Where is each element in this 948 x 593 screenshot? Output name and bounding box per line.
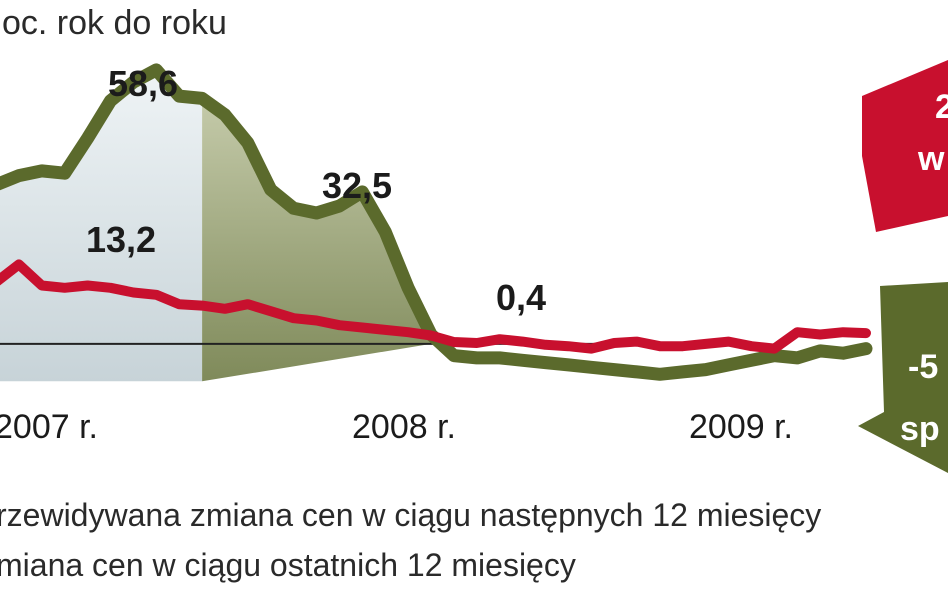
x-tick-label-2008: 2008 r.: [352, 408, 456, 446]
arrow-down-line1: -5: [908, 348, 938, 386]
shaded-area-2007: [0, 75, 203, 382]
legend-item-past: miana cen w ciągu ostatnich 12 miesięcy: [0, 547, 576, 583]
arrow-down-icon: [858, 282, 948, 473]
data-label-peak: 58,6: [108, 63, 178, 104]
unit-label: oc. rok do roku: [2, 4, 227, 42]
data-label-min: 0,4: [496, 277, 546, 318]
data-label-past-2007: 13,2: [86, 219, 156, 260]
arrow-up-icon: [862, 60, 948, 232]
legend-item-expected: rzewidywana zmiana cen w ciągu następnyc…: [0, 497, 821, 533]
arrow-up-line2: w: [917, 140, 945, 178]
arrow-up-line1: 2: [935, 88, 948, 126]
arrow-down-line2: sp: [900, 410, 940, 448]
arrow-up-badge: 2 w: [862, 60, 948, 232]
arrow-down-badge: -5 sp: [858, 282, 948, 473]
legend: rzewidywana zmiana cen w ciągu następnyc…: [0, 497, 821, 583]
data-label-2008: 32,5: [322, 165, 392, 206]
x-tick-label-2007: 2007 r.: [0, 408, 98, 446]
series-line-past: [0, 259, 871, 354]
x-tick-label-2009: 2009 r.: [689, 408, 793, 446]
